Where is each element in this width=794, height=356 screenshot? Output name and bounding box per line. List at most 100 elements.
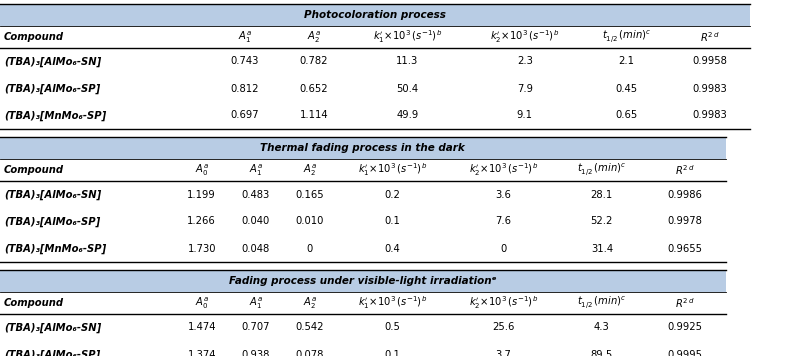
Text: 0.9983: 0.9983 <box>692 84 727 94</box>
Text: 31.4: 31.4 <box>591 244 613 253</box>
Bar <box>0 235 726 262</box>
Text: 0.040: 0.040 <box>241 216 270 226</box>
Text: (TBA)₃[AlMo₆-SN]: (TBA)₃[AlMo₆-SN] <box>4 323 102 333</box>
Bar <box>0 341 726 356</box>
Text: $\mathit{k}_1^{\prime}\!\times\!10^3\,(s^{-1})^b$: $\mathit{k}_1^{\prime}\!\times\!10^3\,(s… <box>357 295 427 312</box>
Text: 1.199: 1.199 <box>187 189 216 199</box>
Text: $\mathit{A}_2^a$: $\mathit{A}_2^a$ <box>303 295 317 311</box>
Text: 4.3: 4.3 <box>594 323 610 333</box>
Text: $\mathit{A}_1^a$: $\mathit{A}_1^a$ <box>249 162 263 178</box>
Text: 7.9: 7.9 <box>517 84 533 94</box>
Bar <box>0 181 726 208</box>
Text: $R^{2\,d}$: $R^{2\,d}$ <box>676 296 695 310</box>
Text: $\mathit{A}_0^a$: $\mathit{A}_0^a$ <box>195 295 209 311</box>
Text: (TBA)₃[AlMo₆-SP]: (TBA)₃[AlMo₆-SP] <box>4 83 100 94</box>
Text: 9.1: 9.1 <box>517 110 533 120</box>
Text: 0.9978: 0.9978 <box>668 216 703 226</box>
Text: 0.1: 0.1 <box>384 350 400 356</box>
Text: 0.697: 0.697 <box>230 110 260 120</box>
Text: Compound: Compound <box>4 32 64 42</box>
Text: 50.4: 50.4 <box>396 84 418 94</box>
Text: 0.652: 0.652 <box>299 84 329 94</box>
Text: 0.9925: 0.9925 <box>668 323 703 333</box>
Text: $\mathit{k}_1^{\prime}\!\times\!10^3\,(s^{-1})^b$: $\mathit{k}_1^{\prime}\!\times\!10^3\,(s… <box>357 162 427 178</box>
Text: $\mathit{A}_2^a$: $\mathit{A}_2^a$ <box>303 162 317 178</box>
Text: 1.730: 1.730 <box>187 244 216 253</box>
Text: 3.6: 3.6 <box>495 189 511 199</box>
Text: Compound: Compound <box>4 165 64 175</box>
Bar <box>0 48 750 75</box>
Bar <box>0 137 726 159</box>
Text: 0.010: 0.010 <box>295 216 324 226</box>
Bar <box>0 208 726 235</box>
Text: (TBA)₃[MnMo₆-SP]: (TBA)₃[MnMo₆-SP] <box>4 244 106 253</box>
Text: 0.9958: 0.9958 <box>692 57 727 67</box>
Text: Thermal fading process in the dark: Thermal fading process in the dark <box>260 143 465 153</box>
Text: 0.707: 0.707 <box>241 323 270 333</box>
Text: 49.9: 49.9 <box>396 110 418 120</box>
Text: 0.4: 0.4 <box>384 244 400 253</box>
Text: $\mathit{k}_2^{\prime}\!\times\!10^3\,(s^{-1})^b$: $\mathit{k}_2^{\prime}\!\times\!10^3\,(s… <box>468 162 538 178</box>
Text: 11.3: 11.3 <box>396 57 418 67</box>
Text: 0.1: 0.1 <box>384 216 400 226</box>
Text: $\mathit{k}_2^{\prime}\!\times\!10^3\,(s^{-1})^b$: $\mathit{k}_2^{\prime}\!\times\!10^3\,(s… <box>490 28 560 46</box>
Text: 0.483: 0.483 <box>241 189 270 199</box>
Text: 52.2: 52.2 <box>591 216 613 226</box>
Bar <box>0 4 750 26</box>
Text: $\mathit{t}_{1/2}^{\ }\,(min)^c$: $\mathit{t}_{1/2}^{\ }\,(min)^c$ <box>577 162 626 178</box>
Text: (TBA)₃[AlMo₆-SP]: (TBA)₃[AlMo₆-SP] <box>4 216 100 227</box>
Text: 25.6: 25.6 <box>492 323 515 333</box>
Bar <box>0 75 750 102</box>
Text: 2.3: 2.3 <box>517 57 533 67</box>
Bar <box>0 292 726 314</box>
Text: 0.65: 0.65 <box>615 110 638 120</box>
Text: 0.743: 0.743 <box>231 57 259 67</box>
Text: 0.9995: 0.9995 <box>668 350 703 356</box>
Text: $R^{2\,d}$: $R^{2\,d}$ <box>700 30 719 44</box>
Text: 3.7: 3.7 <box>495 350 511 356</box>
Text: 0: 0 <box>500 244 507 253</box>
Text: 7.6: 7.6 <box>495 216 511 226</box>
Text: $\mathit{k}_1^{\prime}\!\times\!10^3\,(s^{-1})^b$: $\mathit{k}_1^{\prime}\!\times\!10^3\,(s… <box>372 28 442 46</box>
Text: (TBA)₃[MnMo₆-SP]: (TBA)₃[MnMo₆-SP] <box>4 110 106 121</box>
Text: 1.266: 1.266 <box>187 216 216 226</box>
Bar <box>0 26 750 48</box>
Text: 0.542: 0.542 <box>295 323 324 333</box>
Bar <box>0 159 726 181</box>
Text: 0.782: 0.782 <box>300 57 328 67</box>
Text: 89.5: 89.5 <box>591 350 613 356</box>
Text: $\mathit{t}_{1/2}^{\ }\,(min)^c$: $\mathit{t}_{1/2}^{\ }\,(min)^c$ <box>602 28 651 45</box>
Text: $\mathit{A}_0^a$: $\mathit{A}_0^a$ <box>195 162 209 178</box>
Text: $\mathit{t}_{1/2}^{\ }\,(min)^c$: $\mathit{t}_{1/2}^{\ }\,(min)^c$ <box>577 295 626 312</box>
Text: $\mathit{k}_2^{\prime}\!\times\!10^3\,(s^{-1})^b$: $\mathit{k}_2^{\prime}\!\times\!10^3\,(s… <box>468 295 538 312</box>
Text: 1.374: 1.374 <box>187 350 216 356</box>
Text: 0.5: 0.5 <box>384 323 400 333</box>
Text: $\mathit{A}_1^a$: $\mathit{A}_1^a$ <box>238 29 252 45</box>
Text: (TBA)₃[AlMo₆-SN]: (TBA)₃[AlMo₆-SN] <box>4 189 102 200</box>
Bar <box>0 102 750 129</box>
Bar <box>0 270 726 292</box>
Text: $\mathit{A}_2^a$: $\mathit{A}_2^a$ <box>307 29 321 45</box>
Text: 0.938: 0.938 <box>241 350 270 356</box>
Text: 1.114: 1.114 <box>299 110 329 120</box>
Text: 0.9655: 0.9655 <box>668 244 703 253</box>
Text: 0.9986: 0.9986 <box>668 189 703 199</box>
Text: 0.9983: 0.9983 <box>692 110 727 120</box>
Text: Fading process under visible-light irradiationᵉ: Fading process under visible-light irrad… <box>229 276 497 286</box>
Text: Photocoloration process: Photocoloration process <box>304 10 446 20</box>
Text: 28.1: 28.1 <box>591 189 613 199</box>
Text: $R^{2\,d}$: $R^{2\,d}$ <box>676 163 695 177</box>
Text: 0.812: 0.812 <box>231 84 259 94</box>
Text: 0.45: 0.45 <box>615 84 638 94</box>
Text: 0.2: 0.2 <box>384 189 400 199</box>
Text: 2.1: 2.1 <box>619 57 634 67</box>
Text: (TBA)₃[AlMo₆-SP]: (TBA)₃[AlMo₆-SP] <box>4 349 100 356</box>
Text: 0: 0 <box>306 244 313 253</box>
Text: $\mathit{A}_1^a$: $\mathit{A}_1^a$ <box>249 295 263 311</box>
Text: 0.078: 0.078 <box>295 350 324 356</box>
Text: (TBA)₃[AlMo₆-SN]: (TBA)₃[AlMo₆-SN] <box>4 56 102 67</box>
Text: 1.474: 1.474 <box>187 323 216 333</box>
Text: Compound: Compound <box>4 298 64 308</box>
Text: 0.165: 0.165 <box>295 189 324 199</box>
Text: 0.048: 0.048 <box>241 244 270 253</box>
